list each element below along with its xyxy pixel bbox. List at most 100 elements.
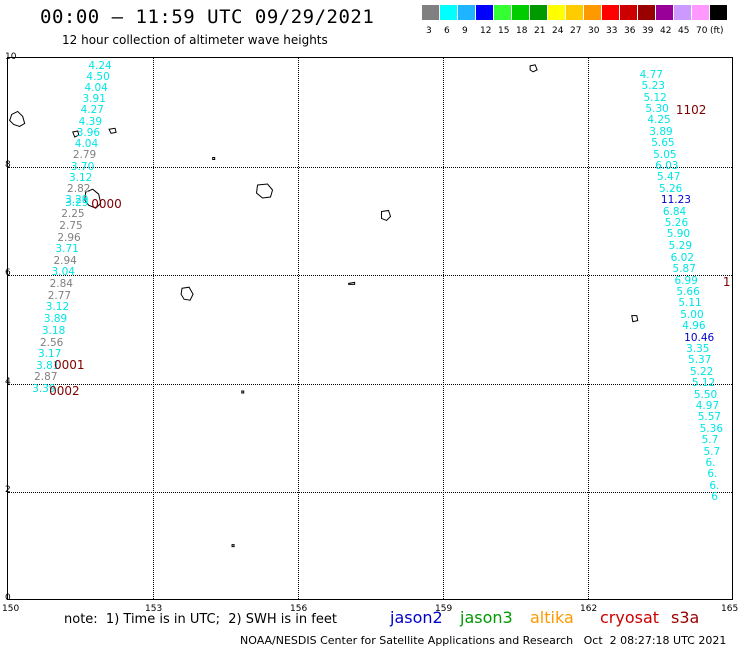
satellite-legend-jason2: jason2 (390, 608, 443, 627)
wave-height-label: 5.11 (678, 297, 702, 310)
lon-tick-159: 159 (435, 604, 453, 614)
island-outline (9, 110, 26, 127)
wave-height-label: 2.82 (67, 183, 91, 196)
lon-tick-165: 165 (721, 604, 739, 614)
wave-height-label: 2.84 (49, 277, 73, 290)
wave-height-label: 6 (711, 491, 718, 504)
wave-height-label: 11.23 (660, 194, 691, 207)
wave-height-label: 5.05 (653, 148, 677, 161)
satellite-legend-s3a: s3a (671, 608, 700, 627)
grid-line-lat-6 (8, 275, 732, 276)
lon-tick-153: 153 (145, 604, 163, 614)
grid-line-lon-156 (298, 58, 299, 599)
time-label: 0000 (91, 196, 122, 211)
wave-height-label: 5.29 (668, 240, 693, 253)
wave-height-label: 4.25 (647, 114, 671, 127)
color-scale-swatch (602, 5, 619, 20)
lon-tick-162: 162 (580, 604, 598, 614)
map-title: 00:00 – 11:59 UTC 09/29/2021 (40, 6, 375, 28)
island-outline (241, 390, 245, 394)
map-plot: 4.24 4.50 4.04 3.91 4.27 4.39 3.96 4.04 2.79 3.70… (7, 57, 733, 600)
color-scale-swatch (494, 5, 511, 20)
wave-height-label: 3.12 (68, 172, 93, 184)
wave-height-label: 5.90 (666, 228, 691, 241)
color-scale-label: 24 (552, 26, 564, 36)
wave-height-label: 5.23 (641, 80, 665, 93)
color-scale-swatch (638, 5, 655, 20)
time-label: 1102 (675, 103, 707, 118)
wave-height-label: 3.71 (55, 243, 79, 256)
island-outline (529, 64, 538, 73)
color-scale-label: 12 (480, 26, 492, 36)
wave-height-label: 3.29 (65, 194, 89, 207)
color-scale-label: 18 (516, 26, 528, 36)
wave-height-label: 5.65 (651, 137, 675, 150)
wave-height-label: 5.37 (688, 354, 712, 367)
wave-height-label: 5.57 (697, 411, 722, 424)
wave-height-label: 6.84 (662, 205, 687, 218)
island-outline (231, 544, 235, 548)
wave-height-label: 5.30 (645, 103, 669, 116)
wave-height-label: 4.27 (80, 104, 104, 117)
wave-height-label: 5.12 (691, 377, 716, 390)
color-scale-swatch (692, 5, 709, 20)
color-scale-swatch (674, 5, 691, 20)
wave-height-label: 4.04 (84, 81, 108, 94)
lat-tick-8: 8 (5, 160, 11, 170)
color-scale-swatch (620, 5, 637, 20)
grid-line-lat-8 (8, 167, 732, 168)
wave-height-label: 5.26 (664, 217, 689, 230)
color-scale-label: (ft) (710, 26, 724, 36)
wave-height-label: 3.12 (45, 301, 70, 314)
wave-height-label: 3.81 (36, 359, 60, 372)
wave-height-label: 2.87 (34, 371, 58, 384)
time-label: 0001 (53, 357, 85, 372)
island-outline (212, 156, 216, 160)
lon-tick-156: 156 (290, 604, 308, 614)
wave-height-label: 3.04 (51, 266, 75, 279)
color-scale-swatch (476, 5, 493, 20)
wave-height-label: 5.7 (703, 445, 721, 458)
wave-height-label: 6. (709, 479, 720, 492)
lat-tick-6: 6 (5, 268, 11, 278)
wave-height-label: 3.96 (76, 126, 101, 139)
wave-height-label: 10.46 (684, 331, 715, 344)
color-scale-swatch (530, 5, 547, 20)
wave-height-label: 3.17 (38, 347, 62, 360)
island-outline (255, 183, 274, 199)
wave-height-label: 3.89 (649, 125, 673, 138)
color-scale-label: 30 (588, 26, 600, 36)
lat-tick-2: 2 (5, 485, 11, 495)
color-scale-swatch (656, 5, 673, 20)
island-outline (180, 286, 194, 301)
time-label: 0002 (49, 384, 80, 399)
wave-height-label: 3.39 (32, 382, 56, 395)
map-subtitle: 12 hour collection of altimeter wave hei… (62, 33, 328, 47)
satellite-legend-cryosat: cryosat (600, 608, 660, 627)
color-scale-swatch (512, 5, 529, 20)
color-scale-swatch (584, 5, 601, 20)
island-outline (381, 209, 392, 222)
wave-height-label: 6.02 (670, 251, 694, 264)
color-scale-label: 36 (624, 26, 636, 36)
wave-height-label: 2.96 (57, 231, 81, 244)
wave-height-label: 5.7 (701, 434, 719, 447)
color-scale-label: 15 (498, 26, 510, 36)
wave-height-label: 5.12 (643, 91, 667, 104)
wave-height-label: 4.77 (639, 68, 663, 81)
color-scale-label: 21 (534, 26, 546, 36)
wave-height-label: 3.35 (686, 343, 710, 356)
island-outline (631, 315, 639, 323)
wave-height-label: 5.26 (658, 182, 683, 195)
grid-line-lat-4 (8, 384, 732, 385)
wave-height-label: 6.99 (674, 274, 698, 287)
color-scale-label: 45 (678, 26, 690, 36)
wave-height-label: 4.50 (86, 71, 110, 83)
grid-line-lat-2 (8, 492, 732, 493)
color-scale-label: 33 (606, 26, 618, 36)
wave-height-label: 2.25 (61, 208, 85, 221)
wave-height-label: 4.96 (682, 320, 706, 333)
lon-tick-150: 150 (2, 604, 20, 614)
wave-height-label: 4.39 (78, 115, 103, 128)
wave-height-label: 2.77 (47, 289, 72, 302)
